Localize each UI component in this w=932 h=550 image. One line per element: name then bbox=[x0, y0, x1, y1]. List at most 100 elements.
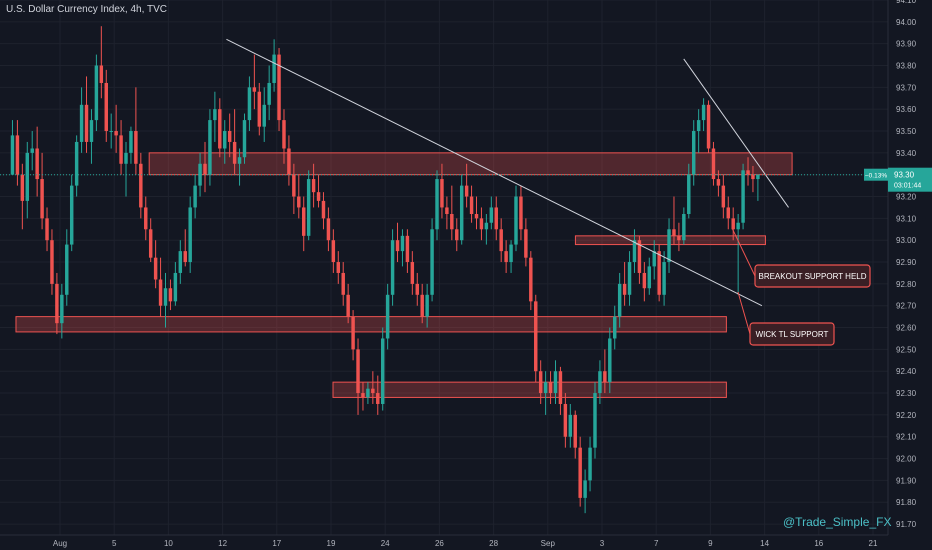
candle-body bbox=[622, 283, 627, 295]
y-tick-label: 92.50 bbox=[896, 345, 917, 354]
candle-body bbox=[524, 229, 528, 258]
candle-body bbox=[35, 148, 39, 180]
candle-body bbox=[494, 207, 498, 230]
candle-body bbox=[144, 207, 148, 230]
candle-body bbox=[415, 283, 419, 295]
annotation-box bbox=[754, 264, 871, 288]
y-tick-label: 92.30 bbox=[896, 389, 917, 398]
candle-body bbox=[10, 135, 15, 175]
candle-body bbox=[400, 235, 405, 252]
candle-body bbox=[410, 262, 415, 284]
candle-body bbox=[109, 131, 113, 133]
x-tick-label: 28 bbox=[489, 539, 498, 548]
watermark: @Trade_Simple_FX bbox=[783, 515, 892, 529]
candle-body bbox=[721, 185, 726, 208]
candle-body bbox=[716, 179, 721, 186]
x-tick-label: 16 bbox=[814, 539, 823, 548]
candle-body bbox=[257, 91, 262, 127]
trendline bbox=[226, 38, 763, 307]
candle-body bbox=[25, 152, 30, 201]
candle-body bbox=[548, 382, 553, 394]
y-tick-label: 92.70 bbox=[896, 302, 917, 311]
x-tick-label: 5 bbox=[112, 539, 117, 548]
candle-body bbox=[385, 294, 390, 339]
candle-body bbox=[632, 240, 637, 263]
candle-body bbox=[223, 131, 227, 149]
candle-body bbox=[148, 229, 153, 258]
candle-body bbox=[272, 54, 276, 83]
candle-body bbox=[647, 266, 652, 289]
annotation-box bbox=[749, 322, 835, 346]
candle-body bbox=[459, 185, 464, 241]
candle-body bbox=[687, 174, 691, 214]
x-tick-label: 24 bbox=[381, 539, 390, 548]
x-tick-label: Aug bbox=[53, 539, 67, 548]
candle-body bbox=[440, 179, 444, 208]
candle-body bbox=[227, 131, 232, 142]
candle-body bbox=[346, 294, 350, 317]
candle-body bbox=[558, 371, 563, 404]
candle-body bbox=[731, 218, 735, 230]
candle-body bbox=[242, 120, 247, 158]
candle-body bbox=[598, 371, 602, 394]
candle-body bbox=[366, 388, 370, 398]
candle-body bbox=[79, 104, 84, 142]
x-tick-label: 21 bbox=[869, 539, 878, 548]
candle-body bbox=[677, 235, 681, 241]
candle-body bbox=[297, 196, 301, 208]
annotation-label: WICK TL SUPPORT bbox=[756, 330, 829, 339]
candle-body bbox=[351, 316, 355, 350]
candle-body bbox=[499, 229, 503, 252]
y-tick-label: 93.50 bbox=[896, 127, 917, 136]
candle-body bbox=[193, 185, 197, 208]
annotation-pointer bbox=[731, 227, 756, 277]
candle-body bbox=[405, 235, 410, 263]
y-tick-label: 92.20 bbox=[896, 411, 917, 420]
candle-body bbox=[306, 179, 311, 236]
candle-body bbox=[84, 104, 89, 142]
candle-body bbox=[188, 207, 192, 263]
candle-body bbox=[371, 388, 375, 394]
candle-body bbox=[642, 272, 647, 289]
change-tag-bg bbox=[864, 168, 888, 181]
candle-body bbox=[69, 185, 74, 245]
candle-body bbox=[218, 109, 222, 149]
candle-body bbox=[474, 214, 479, 219]
x-tick-label: 17 bbox=[272, 539, 281, 548]
candle-body bbox=[504, 251, 508, 263]
candle-body bbox=[519, 196, 523, 230]
y-tick-label: 91.90 bbox=[896, 476, 917, 485]
candle-body bbox=[15, 135, 20, 175]
candle-body bbox=[568, 414, 573, 437]
candle-body bbox=[741, 170, 745, 223]
y-tick-label: 93.40 bbox=[896, 149, 917, 158]
y-tick-label: 93.80 bbox=[896, 62, 917, 71]
candle-body bbox=[65, 244, 69, 295]
candle-body bbox=[701, 104, 706, 121]
candle-body bbox=[20, 174, 25, 201]
candle-body bbox=[50, 240, 54, 284]
candle-body bbox=[104, 82, 108, 132]
y-tick-label: 94.10 bbox=[896, 0, 917, 5]
candle-body bbox=[356, 349, 360, 394]
candle-body bbox=[316, 192, 321, 201]
candle-body bbox=[613, 316, 617, 339]
y-tick-label: 93.90 bbox=[896, 40, 917, 49]
support-resistance-zone bbox=[332, 381, 727, 398]
candle-body bbox=[534, 301, 538, 372]
candle-body bbox=[573, 414, 577, 448]
candle-body bbox=[60, 294, 64, 324]
chart-title: U.S. Dollar Currency Index, 4h, TVC bbox=[6, 4, 167, 15]
candle-body bbox=[652, 251, 656, 267]
candle-body bbox=[450, 214, 454, 230]
candle-body bbox=[672, 229, 676, 236]
candle-body bbox=[746, 170, 750, 175]
y-tick-label: 92.10 bbox=[896, 433, 917, 442]
candle-body bbox=[267, 82, 271, 105]
candle-body bbox=[583, 480, 587, 498]
candle-body bbox=[464, 185, 469, 197]
candle-body bbox=[489, 207, 494, 223]
candle-body bbox=[282, 120, 286, 149]
candle-body bbox=[682, 214, 686, 241]
support-resistance-zone bbox=[148, 152, 793, 176]
